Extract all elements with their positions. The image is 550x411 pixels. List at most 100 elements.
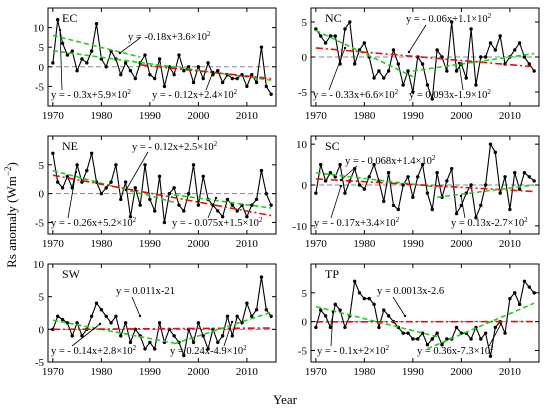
trend-line-3 [173, 311, 272, 345]
data-point [314, 325, 318, 330]
equation-exponent: 2 [432, 154, 436, 162]
data-point [235, 76, 239, 81]
data-point [425, 343, 430, 347]
data-point [479, 337, 483, 341]
equation-exponent: 2 [243, 344, 247, 352]
trend-line-1 [52, 49, 272, 81]
data-point [51, 151, 55, 155]
equation-arrow [328, 47, 346, 91]
trend-equation-label: y = - 0.33x+6.6×102 [313, 88, 399, 101]
data-point [94, 21, 99, 26]
data-point [269, 203, 273, 207]
trend-equation-label: y = - 0.075x+1.5×102 [172, 216, 263, 229]
x-tick-label: 1980 [90, 366, 113, 378]
y-tick-label: 0 [302, 317, 308, 329]
data-point [201, 334, 205, 338]
data-point [104, 186, 108, 190]
data-point [377, 69, 381, 73]
x-tick-label: 1970 [42, 110, 65, 122]
equation-text: y = - 0.26x+5.2×10 [51, 218, 133, 229]
data-point [352, 62, 357, 66]
equation-arrow [59, 29, 63, 91]
data-point [230, 76, 235, 81]
trend-equation-label: y = - 0.12x+2.4×102 [152, 88, 238, 101]
y-tick-label: -5 [298, 345, 308, 357]
trend-equation-label: y = 0.011x-21 [116, 286, 175, 297]
data-point [65, 321, 70, 325]
data-point [182, 69, 186, 73]
data-point [508, 296, 512, 301]
data-point [182, 209, 186, 213]
x-tick-label: 2000 [450, 110, 473, 122]
data-point [503, 331, 507, 335]
equation-exponent: 2 [396, 216, 400, 224]
equation-exponent: 2 [490, 344, 494, 352]
x-tick-label: 2000 [187, 110, 210, 122]
trend-line-3 [427, 302, 535, 350]
equation-text: y = - 0.3x+5.9×10 [51, 90, 127, 101]
data-point [128, 340, 133, 345]
data-point [245, 84, 249, 89]
trend-line-1 [315, 305, 438, 338]
x-tick-label: 1980 [353, 110, 376, 122]
trend-line-2 [52, 327, 272, 331]
data-point [319, 308, 323, 312]
data-point [527, 175, 531, 179]
data-point [56, 314, 60, 318]
data-point [319, 34, 323, 38]
data-point [153, 209, 157, 213]
data-point [99, 308, 104, 312]
data-point [367, 175, 371, 179]
data-point [220, 334, 225, 338]
data-point [259, 275, 264, 279]
equation-arrow [460, 195, 466, 219]
data-point [177, 203, 181, 207]
panel-title: SW [62, 267, 81, 281]
data-point [488, 142, 493, 146]
data-point [133, 186, 138, 190]
data-point [157, 57, 162, 61]
data-point [201, 76, 205, 81]
equation-exponent: 2 [487, 88, 491, 96]
y-tick-label: 0 [39, 189, 45, 201]
data-point [333, 302, 337, 307]
data-point [75, 163, 79, 167]
equation-text: y = - 0.12x+2.4×10 [152, 90, 234, 101]
equation-exponent: 2 [207, 30, 211, 38]
data-point [254, 197, 259, 202]
data-point [119, 72, 123, 77]
data-point [323, 41, 328, 45]
data-point [109, 321, 113, 325]
data-point [167, 191, 171, 196]
data-point [191, 163, 196, 167]
data-point [517, 41, 522, 45]
y-tick-label: -10 [292, 221, 307, 233]
plot-frame [47, 263, 277, 363]
equation-arrow-head [214, 196, 218, 200]
x-tick-label: 2010 [499, 110, 522, 122]
data-point [201, 174, 205, 179]
trend-line-1 [52, 319, 175, 344]
series-line [315, 279, 535, 357]
equation-text: y = 0.13x-2.7×10 [451, 218, 524, 229]
data-point [469, 337, 473, 341]
data-point [259, 168, 264, 173]
data-point [138, 203, 142, 207]
data-point [372, 302, 376, 307]
trend-line-2 [52, 34, 141, 58]
x-tick-label: 1970 [305, 366, 328, 378]
data-point [430, 337, 434, 341]
panel-ec: 1970 1980 1990 2000 2010 -5 0 5 10 EC y = -0.18x+3… [33, 7, 277, 122]
equation-arrow [131, 296, 141, 317]
data-point [128, 69, 133, 73]
data-point [479, 55, 483, 59]
data-point [406, 175, 410, 179]
data-point [104, 314, 108, 318]
trend-equation-label: y = 0.24x-4.9×102 [170, 344, 247, 357]
data-point [517, 187, 522, 191]
data-point [527, 285, 531, 289]
trend-line-2 [412, 52, 535, 72]
data-point [483, 331, 488, 335]
y-tick-label: 0 [39, 62, 45, 74]
data-point [128, 215, 133, 219]
